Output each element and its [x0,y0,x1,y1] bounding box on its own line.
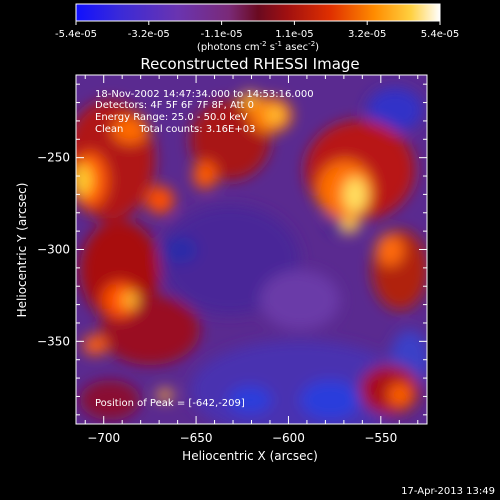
annotation-clean: Clean Total counts: 3.16E+03 [95,124,255,135]
y-tick-label: −250 [37,151,70,165]
x-tick-label: −700 [87,431,120,445]
annotation-peak: Position of Peak = [-642,-209] [95,398,245,409]
annotation-time: 18-Nov-2002 14:47:34.000 to 14:53:16.000 [95,89,314,100]
x-tick-label: −550 [364,431,397,445]
x-axis-label: Heliocentric X (arcsec) [182,449,318,463]
y-axis: −250 −300 −350 [37,83,427,416]
colorbar: -5.4e-05 -3.2e-05 -1.1e-05 1.1e-05 3.2e-05 5.… [55,3,459,53]
colorbar-tick-label: -5.4e-05 [55,29,97,40]
colorbar-unit: (photons cm-2 s-1 asec-2) [197,40,319,53]
annotation-detectors: Detectors: 4F 5F 6F 7F 8F, Att 0 [95,100,254,111]
chart-title: Reconstructed RHESSI Image [140,55,359,73]
annotation-energy: Energy Range: 25.0 - 50.0 keV [95,112,248,123]
colorbar-tick-label: -1.1e-05 [201,29,243,40]
heatmap-image [76,75,427,424]
annotations: 18-Nov-2002 14:47:34.000 to 14:53:16.000… [95,89,314,409]
y-axis-label: Heliocentric Y (arcsec) [15,183,29,318]
colorbar-tick-label: 3.2e-05 [348,29,386,40]
x-tick-label: −600 [272,431,305,445]
y-tick-label: −350 [37,334,70,348]
colorbar-tick-label: 1.1e-05 [275,29,313,40]
y-tick-label: −300 [37,243,70,257]
x-tick-label: −650 [180,431,213,445]
footer-timestamp: 17-Apr-2013 13:49 [401,486,495,497]
colorbar-gradient [75,3,441,22]
colorbar-tick-label: 5.4e-05 [421,29,459,40]
colorbar-tick-label: -3.2e-05 [128,29,170,40]
x-axis: −700 −650 −600 −550 [84,75,419,445]
